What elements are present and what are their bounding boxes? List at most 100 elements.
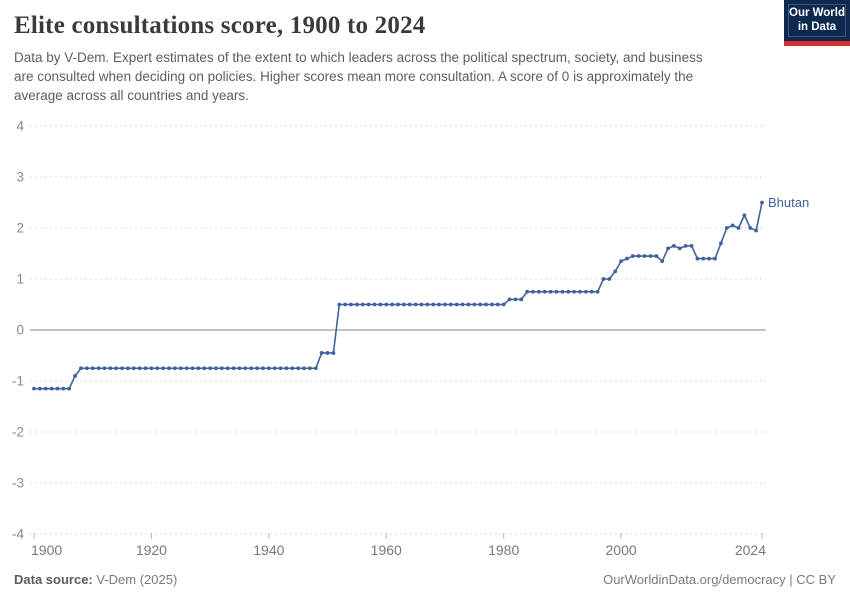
data-point-1975 <box>472 302 477 307</box>
data-point-1911 <box>96 366 101 371</box>
data-point-1978 <box>490 302 494 307</box>
data-point-2011 <box>683 243 688 248</box>
data-source-label: Data source: <box>14 572 93 587</box>
data-point-1954 <box>349 302 353 307</box>
data-point-1925 <box>178 366 183 371</box>
x-tick-label-1920: 1920 <box>136 542 167 558</box>
data-point-2001 <box>625 256 629 261</box>
data-point-1996 <box>595 289 600 294</box>
y-tick-label--4: -4 <box>12 527 24 542</box>
data-point-1966 <box>419 302 424 307</box>
data-point-1920 <box>149 366 154 371</box>
data-point-1950 <box>325 351 330 355</box>
data-point-1924 <box>173 366 177 371</box>
data-point-2016 <box>713 256 717 261</box>
series-line <box>33 201 763 390</box>
data-point-1926 <box>184 366 189 371</box>
data-point-1965 <box>413 302 418 307</box>
data-point-2021 <box>742 213 747 218</box>
y-tick-label-2: 2 <box>16 221 24 236</box>
chart-footer: Data source: V-Dem (2025) OurWorldinData… <box>14 572 836 587</box>
data-point-1973 <box>460 302 465 307</box>
data-point-1946 <box>302 366 306 371</box>
data-point-1990 <box>560 289 565 294</box>
data-point-2024 <box>760 200 764 205</box>
x-tick-label-1900: 1900 <box>31 542 62 558</box>
y-tick-label-3: 3 <box>16 170 24 185</box>
data-point-1979 <box>495 302 500 307</box>
data-point-1984 <box>525 289 530 294</box>
data-point-1909 <box>84 366 89 371</box>
data-point-2023 <box>754 228 759 233</box>
y-tick-label-4: 4 <box>16 119 24 134</box>
data-point-1936 <box>243 366 248 371</box>
footer-separator: | <box>785 572 797 587</box>
data-point-1951 <box>331 351 336 355</box>
data-point-1977 <box>484 302 488 307</box>
data-point-2013 <box>695 256 700 261</box>
data-point-1952 <box>337 302 342 307</box>
data-point-1997 <box>601 277 606 281</box>
data-point-1961 <box>390 302 395 307</box>
data-point-1935 <box>237 366 242 371</box>
data-point-1903 <box>49 386 54 391</box>
data-point-2020 <box>736 226 741 230</box>
data-point-1933 <box>225 366 230 371</box>
data-point-1908 <box>79 366 83 371</box>
data-point-1974 <box>466 302 471 307</box>
data-point-1910 <box>90 366 95 371</box>
data-point-1969 <box>437 302 441 307</box>
owid-logo[interactable]: Our World in Data <box>784 0 850 46</box>
data-point-2010 <box>677 246 682 251</box>
x-tick-label-2024: 2024 <box>735 542 766 558</box>
data-point-1971 <box>448 302 453 307</box>
data-point-2003 <box>636 254 641 258</box>
data-point-1955 <box>355 302 359 307</box>
license-badge: CC BY <box>796 572 836 587</box>
data-point-1929 <box>202 366 207 371</box>
data-point-1962 <box>396 302 400 307</box>
data-point-1923 <box>167 366 171 371</box>
owid-url-link[interactable]: OurWorldinData.org/democracy <box>603 572 786 587</box>
page-title: Elite consultations score, 1900 to 2024 <box>14 12 426 39</box>
data-point-1906 <box>67 386 72 391</box>
data-point-1930 <box>208 366 213 371</box>
data-point-1983 <box>519 297 524 302</box>
data-point-1944 <box>290 366 295 371</box>
data-point-1956 <box>360 302 365 307</box>
data-point-1943 <box>284 366 289 371</box>
data-point-1932 <box>219 366 224 371</box>
data-point-1953 <box>343 302 348 307</box>
y-tick-label--3: -3 <box>12 476 24 491</box>
data-point-1960 <box>384 302 389 307</box>
data-point-1934 <box>231 366 236 371</box>
data-point-1900 <box>32 386 36 391</box>
data-point-1921 <box>155 366 160 371</box>
data-point-1942 <box>278 366 283 371</box>
data-point-1976 <box>478 302 483 307</box>
data-point-2012 <box>689 243 694 248</box>
data-point-1959 <box>378 302 383 307</box>
data-point-2017 <box>719 241 723 246</box>
data-point-1981 <box>507 297 512 302</box>
chart-subtitle: Data by V-Dem. Expert estimates of the e… <box>14 50 703 103</box>
data-point-1982 <box>513 297 518 302</box>
data-point-2014 <box>701 256 706 261</box>
data-point-1987 <box>542 289 547 294</box>
y-tick-label-0: 0 <box>16 323 24 338</box>
owid-logo-line1: Our World <box>789 7 846 19</box>
data-source-note: Data source: V-Dem (2025) <box>14 572 177 587</box>
data-point-1993 <box>578 289 582 294</box>
data-source-value: V-Dem (2025) <box>92 572 178 587</box>
data-point-2018 <box>724 226 729 230</box>
data-point-1902 <box>43 386 48 391</box>
owid-logo-box: Our World in Data <box>784 0 850 41</box>
data-point-1968 <box>431 302 436 307</box>
data-point-1989 <box>554 289 559 294</box>
data-point-1931 <box>214 366 218 371</box>
data-point-1945 <box>296 366 301 371</box>
owid-logo-stripe <box>784 40 850 46</box>
data-point-2006 <box>654 254 659 258</box>
